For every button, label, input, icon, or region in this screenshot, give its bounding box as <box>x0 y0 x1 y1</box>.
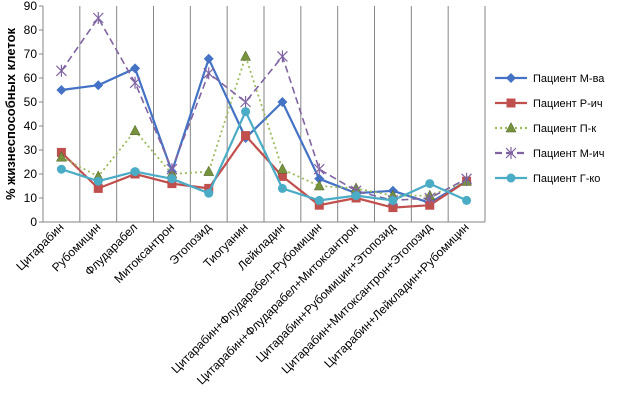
y-tick-label: 10 <box>24 191 38 205</box>
legend-item: Пациент П-к <box>495 121 596 135</box>
legend-marker <box>506 98 516 108</box>
legend-label: Пациент М-ва <box>533 73 605 85</box>
data-point <box>203 53 214 64</box>
y-tick-label: 90 <box>24 0 38 13</box>
legend-marker <box>506 73 516 83</box>
data-point <box>167 179 177 189</box>
data-point <box>203 165 215 176</box>
y-tick-label: 20 <box>24 167 38 181</box>
data-point <box>277 183 287 193</box>
data-point <box>240 50 251 61</box>
data-point <box>204 188 214 198</box>
data-point <box>276 50 288 63</box>
data-point <box>388 203 398 213</box>
y-tick-label: 40 <box>24 119 38 133</box>
data-point <box>129 124 141 136</box>
data-point <box>93 80 104 91</box>
y-tick-label: 60 <box>24 71 38 85</box>
legend: Пациент М-ва Пациент Р-ич Пациент П-к Пацие… <box>495 73 605 185</box>
data-point <box>241 107 251 117</box>
data-point <box>314 173 325 184</box>
series-line <box>61 55 467 197</box>
data-point <box>56 164 66 174</box>
legend-label: Пациент Г-ко <box>533 173 600 185</box>
series-line <box>61 110 468 202</box>
legend-item: Пациент Р-ич <box>495 98 603 110</box>
data-point <box>313 163 325 176</box>
series-5 <box>56 107 472 205</box>
series-4 <box>55 12 473 207</box>
legend-item: Пациент М-ва <box>495 73 605 85</box>
series-line <box>60 17 467 202</box>
legend-item: Пациент Г-ко <box>495 173 600 185</box>
axes: 0 10 20 30 40 50 60 70 80 90 <box>24 0 485 229</box>
data-point <box>93 183 103 193</box>
data-point <box>277 163 288 174</box>
data-point <box>388 195 398 205</box>
data-point <box>92 12 104 24</box>
data-point <box>461 172 473 185</box>
legend-label: Пациент М-ич <box>533 148 604 160</box>
legend-marker <box>505 121 517 133</box>
data-point <box>203 67 215 80</box>
legend-marker <box>505 147 517 159</box>
data-point <box>241 131 251 141</box>
data-point <box>167 174 177 184</box>
y-tick-label: 30 <box>24 143 38 157</box>
data-point <box>313 179 325 191</box>
legend-label: Пациент П-к <box>533 123 596 135</box>
y-tick-label: 0 <box>30 215 37 229</box>
data-point <box>129 76 141 89</box>
legend-item: Пациент М-ич <box>495 147 604 160</box>
data-point <box>204 183 214 193</box>
data-point <box>314 195 324 205</box>
data-point <box>55 64 67 77</box>
legend-label: Пациент Р-ич <box>533 98 603 110</box>
series-group <box>55 12 473 213</box>
x-tick-labels: ЦитарабинРубомицинФлударабелМитоксантрон… <box>13 220 471 387</box>
data-point <box>277 171 287 181</box>
data-point <box>424 192 436 204</box>
data-point <box>56 85 67 95</box>
data-point <box>93 176 103 186</box>
data-point <box>130 167 140 177</box>
y-tick-label: 70 <box>24 47 38 61</box>
series-line <box>60 134 468 209</box>
y-axis-title: % жизнеспособных клеток <box>3 27 18 200</box>
data-point <box>425 200 435 210</box>
data-point <box>425 179 435 189</box>
data-point <box>351 191 361 201</box>
data-point <box>56 151 67 162</box>
y-tick-label: 80 <box>24 23 38 37</box>
legend-marker <box>506 173 516 183</box>
y-tick-label: 50 <box>24 95 38 109</box>
data-point <box>130 63 141 74</box>
data-point <box>166 163 178 176</box>
data-point <box>240 96 252 108</box>
data-point <box>277 97 288 107</box>
data-point <box>462 195 472 205</box>
data-point <box>314 200 324 210</box>
